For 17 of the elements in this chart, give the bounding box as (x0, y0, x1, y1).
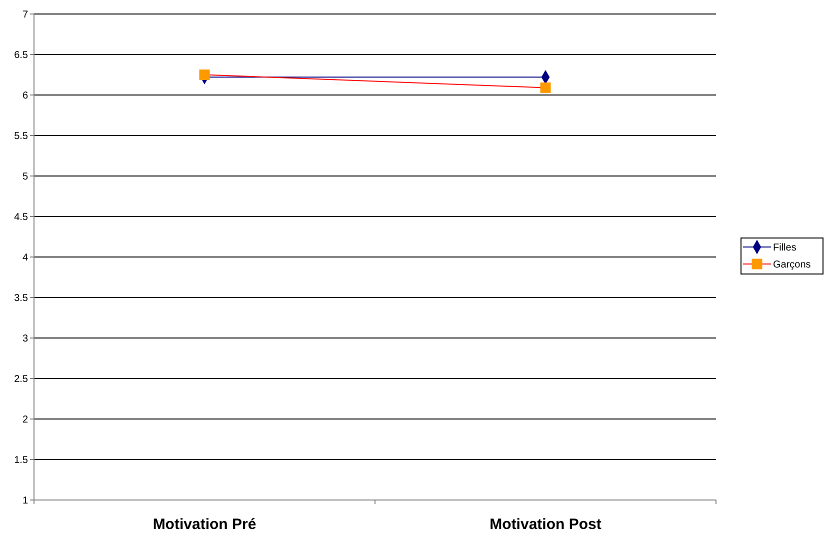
y-tick-label: 6 (22, 90, 28, 102)
legend-label: Filles (773, 242, 796, 254)
y-tick-label: 7 (22, 10, 28, 20)
y-tick-label: 2 (22, 414, 28, 426)
y-tick-label: 3 (22, 334, 28, 344)
y-tick-label: 3.5 (14, 293, 28, 304)
y-tick-label: 1.5 (14, 455, 28, 466)
y-tick-label: 5 (22, 172, 28, 182)
x-tick-label: Motivation Pré (152, 516, 256, 533)
y-tick-label: 4.5 (14, 212, 28, 223)
legend-label: Garçons (773, 260, 811, 270)
x-tick-label: Motivation Post (490, 516, 602, 533)
y-tick-label: 4 (22, 252, 28, 264)
y-tick-label: 2.5 (14, 374, 28, 385)
y-tick-label: 1 (22, 496, 28, 506)
y-tick-label: 6.5 (14, 50, 28, 61)
y-tick-label: 5.5 (14, 131, 28, 142)
